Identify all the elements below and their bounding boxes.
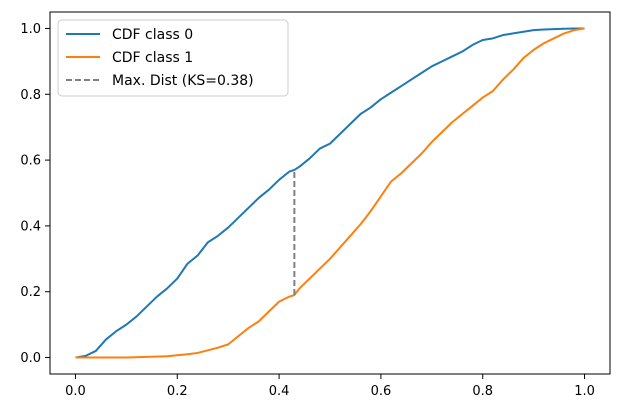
series-line-1 [75, 27, 585, 359]
x-tick-label: 0.2 [167, 384, 188, 399]
y-tick-label: 0.2 [20, 285, 41, 300]
plot-frame [49, 11, 611, 375]
legend-label-ks-distance: Max. Dist (KS=0.38) [112, 73, 254, 89]
x-axis: 0.0 0.2 0.4 0.6 0.8 1.0 [65, 374, 595, 399]
y-axis: 0.0 0.2 0.4 0.6 0.8 1.0 [20, 22, 50, 366]
x-tick-label: 1.0 [574, 384, 595, 399]
legend-frame [57, 19, 289, 97]
x-tick-label: 0.6 [371, 384, 392, 399]
y-tick-label: 0.4 [20, 219, 41, 234]
series-line-0 [75, 27, 585, 359]
y-tick-label: 0.0 [20, 351, 41, 366]
y-tick-label: 0.8 [20, 88, 41, 103]
x-tick-label: 0.0 [65, 384, 86, 399]
x-tick-label: 0.4 [269, 384, 290, 399]
legend-label-class-0: CDF class 0 [112, 27, 193, 43]
y-tick-label: 1.0 [20, 22, 41, 37]
x-tick-label: 0.8 [472, 384, 493, 399]
legend: CDF class 0 CDF class 1 Max. Dist (KS=0.… [57, 19, 289, 97]
legend-label-class-1: CDF class 1 [112, 50, 193, 66]
series-layer [75, 27, 585, 359]
y-tick-label: 0.6 [20, 154, 41, 169]
